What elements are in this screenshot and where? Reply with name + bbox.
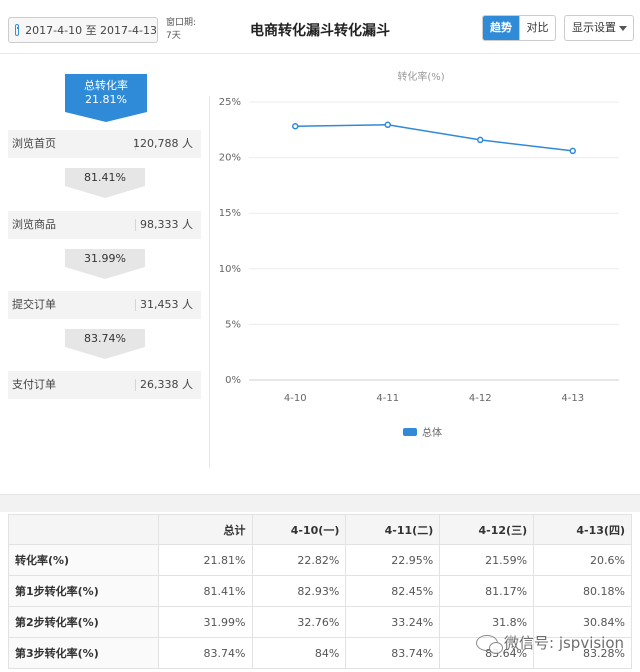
- table-cell: 33.24%: [345, 606, 441, 638]
- section-divider: [0, 494, 640, 512]
- row-label: 第2步转化率(%): [8, 606, 159, 638]
- funnel-arrow: [65, 112, 147, 122]
- tab-compare[interactable]: 对比: [519, 16, 555, 40]
- view-toggle: 趋势 对比: [482, 15, 556, 41]
- step-conversion: 31.99%: [65, 249, 145, 281]
- table-cell: 81.41%: [157, 575, 253, 607]
- data-point[interactable]: [292, 122, 299, 130]
- table-row: 转化率(%) 21.81% 22.82% 22.95% 21.59% 20.6%: [8, 544, 632, 576]
- y-tick-label: 5%: [225, 319, 241, 330]
- table-cell: 31.99%: [157, 606, 253, 638]
- table-cell: 30.84%: [533, 606, 632, 638]
- display-settings-dropdown[interactable]: 显示设置: [564, 15, 634, 41]
- y-tick-label: 25%: [219, 97, 241, 108]
- chart-title: 转化率(%): [397, 70, 444, 83]
- stage-name: 浏览商品: [12, 218, 56, 231]
- panel-divider: [209, 96, 210, 468]
- total-conversion-label: 总转化率: [84, 79, 128, 92]
- table-header-cell: 4-11(二): [345, 514, 441, 545]
- row-label: 第1步转化率(%): [8, 575, 159, 607]
- data-table: 总计 4-10(一) 4-11(二) 4-12(三) 4-13(四) 转化率(%…: [8, 514, 632, 669]
- table-cell: 80.18%: [533, 575, 632, 607]
- table-cell: 21.81%: [157, 544, 253, 576]
- table-cell: 81.17%: [439, 575, 535, 607]
- funnel-stage: 浏览商品 98,333 人: [8, 211, 201, 239]
- data-point[interactable]: [384, 121, 391, 129]
- table-cell: 83.74%: [345, 637, 441, 669]
- funnel-stage: 浏览首页 120,788 人: [8, 130, 201, 158]
- y-tick-label: 10%: [219, 264, 241, 275]
- table-cell: 22.82%: [251, 544, 347, 576]
- window-period-label: 窗口期:: [166, 18, 197, 28]
- stage-name: 提交订单: [12, 298, 56, 311]
- table-cell: 32.76%: [251, 606, 347, 638]
- table-cell: 84%: [251, 637, 347, 669]
- stage-value: 120,788 人: [133, 137, 193, 150]
- watermark-text: 微信号: jspvision: [504, 634, 625, 652]
- date-range-picker[interactable]: 2017-4-10 至 2017-4-13: [8, 17, 158, 43]
- y-tick-label: 0%: [225, 375, 241, 386]
- date-range-text: 2017-4-10 至 2017-4-13: [25, 24, 157, 37]
- stage-value: 31,453 人: [140, 298, 193, 311]
- funnel-stage: 提交订单 31,453 人: [8, 291, 201, 319]
- step-conversion-rate: 81.41%: [84, 171, 126, 184]
- chevron-down-icon: [619, 26, 627, 31]
- stage-value: 26,338 人: [140, 378, 193, 391]
- table-header-row: 总计 4-10(一) 4-11(二) 4-12(三) 4-13(四): [8, 514, 632, 545]
- total-conversion-badge: 总转化率 21.81%: [65, 74, 147, 122]
- display-settings-label: 显示设置: [572, 21, 616, 34]
- row-label: 转化率(%): [8, 544, 159, 576]
- table-cell: 82.45%: [345, 575, 441, 607]
- x-tick-label: 4-10: [284, 393, 307, 404]
- table-row: 第3步转化率(%) 83.74% 84% 83.74% 83.64% 83.28%: [8, 637, 632, 669]
- table-cell: 83.74%: [157, 637, 253, 669]
- table-cell: 22.95%: [345, 544, 441, 576]
- calendar-icon: [15, 24, 20, 36]
- legend-swatch: [403, 428, 417, 436]
- tab-trend[interactable]: 趋势: [483, 16, 519, 40]
- legend-label: 总体: [422, 426, 442, 439]
- table-cell: 83.28%: [533, 637, 632, 669]
- total-conversion-rate: 21.81%: [85, 93, 127, 106]
- table-header-cell: 总计: [157, 514, 253, 545]
- watermark: 微信号: jspvision: [476, 632, 625, 654]
- x-tick-label: 4-11: [376, 393, 399, 404]
- step-conversion: 81.41%: [65, 168, 145, 200]
- table-cell: 21.59%: [439, 544, 535, 576]
- y-tick-label: 15%: [219, 208, 241, 219]
- series-line: [295, 124, 573, 152]
- table-row: 第1步转化率(%) 81.41% 82.93% 82.45% 81.17% 80.18%: [8, 575, 632, 607]
- y-tick-label: 20%: [219, 153, 241, 164]
- stage-name: 浏览首页: [12, 137, 56, 150]
- chart-legend[interactable]: 总体: [403, 426, 442, 439]
- table-header-cell: 4-12(三): [439, 514, 535, 545]
- table-row: 第2步转化率(%) 31.99% 32.76% 33.24% 31.8% 30.84%: [8, 606, 632, 638]
- x-tick-label: 4-12: [469, 393, 492, 404]
- table-header-cell: 4-13(四): [533, 514, 632, 545]
- window-period: 窗口期: 7天: [166, 17, 196, 43]
- stage-value: 98,333 人: [140, 218, 193, 231]
- header: 2017-4-10 至 2017-4-13 窗口期: 7天 电商转化漏斗转化漏斗…: [0, 0, 640, 54]
- table-cell: 20.6%: [533, 544, 632, 576]
- window-period-value: 7天: [166, 31, 181, 41]
- table-header-cell: [8, 514, 159, 545]
- data-point[interactable]: [569, 147, 576, 155]
- table-header-cell: 4-10(一): [251, 514, 347, 545]
- wechat-icon: [476, 634, 503, 654]
- step-conversion-rate: 83.74%: [84, 332, 126, 345]
- x-tick-label: 4-13: [561, 393, 584, 404]
- funnel-stage: 支付订单 26,338 人: [8, 371, 201, 399]
- step-conversion-rate: 31.99%: [84, 252, 126, 265]
- conversion-rate-chart: 转化率(%) 0% 5% 10% 15% 20% 25% 4-10 4-11 4-12 4-13…: [219, 70, 619, 439]
- table-cell: 31.8%: [439, 606, 535, 638]
- stage-name: 支付订单: [12, 378, 56, 391]
- step-conversion: 83.74%: [65, 329, 145, 361]
- data-point[interactable]: [477, 136, 484, 144]
- table-cell: 82.93%: [251, 575, 347, 607]
- row-label: 第3步转化率(%): [8, 637, 159, 669]
